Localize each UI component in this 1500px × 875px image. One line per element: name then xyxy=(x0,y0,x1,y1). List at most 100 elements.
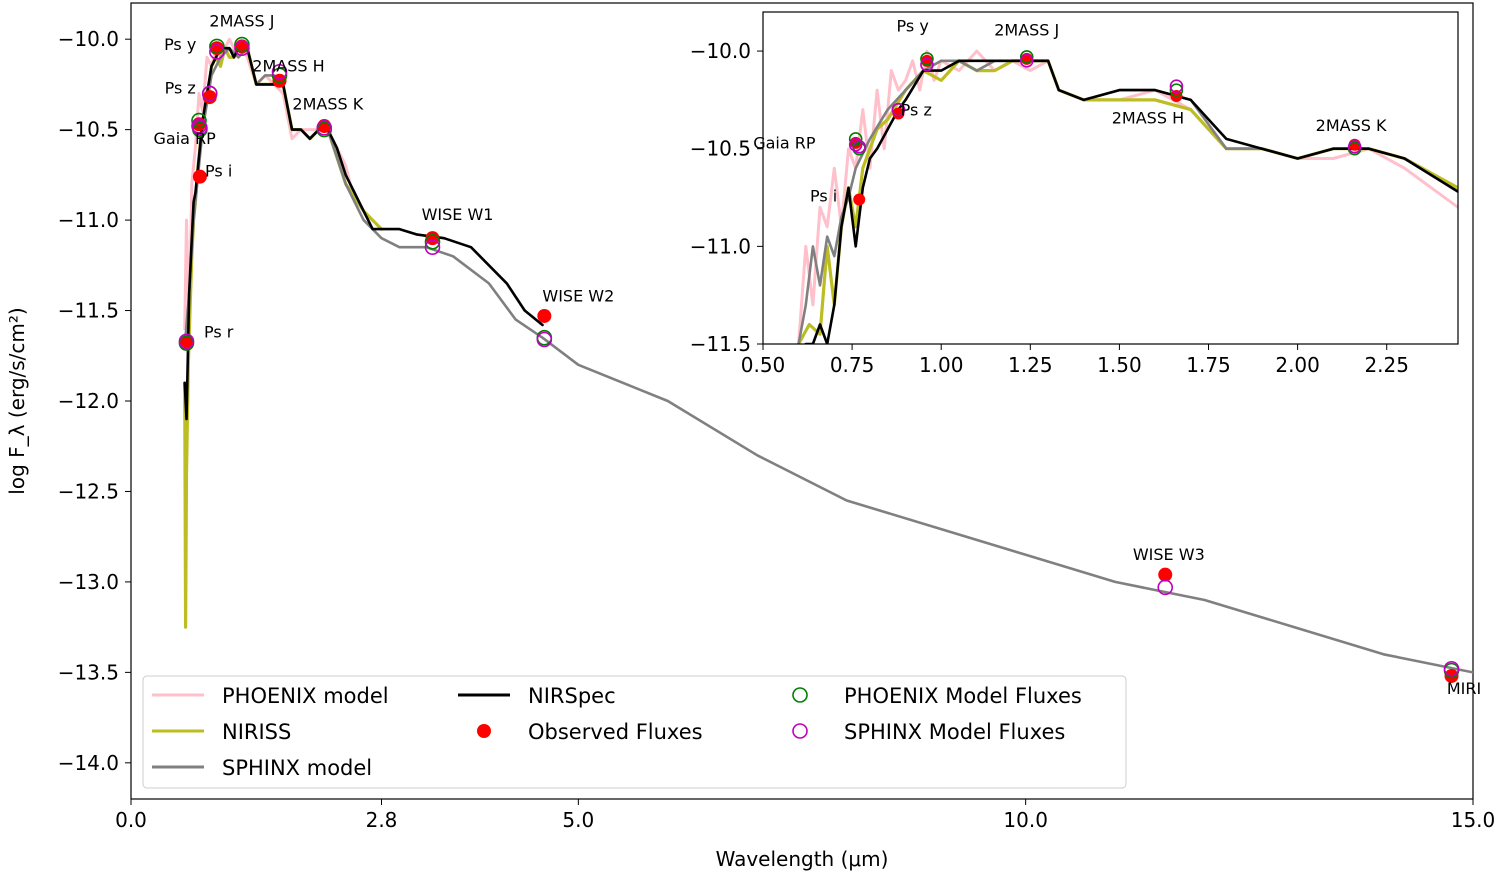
main-x-tick-label: 10.0 xyxy=(1003,808,1048,832)
inset-y-tick-label: −11.5 xyxy=(690,332,751,356)
main-y-tick-label: −12.0 xyxy=(58,389,119,413)
main-sphinx-flux-point xyxy=(316,120,333,136)
legend: PHOENIX model NIRISS SPHINX model NIRSpec Ob… xyxy=(142,675,1127,789)
main-phoenix-flux-point xyxy=(234,36,250,53)
main-phoenix-flux-point xyxy=(209,38,225,55)
main-sphinx-flux-point xyxy=(192,120,208,136)
inset-sphinx-flux-point xyxy=(920,57,934,72)
y-axis-label: log F_λ (erg/s/cm²) xyxy=(5,307,29,494)
main-annotation: WISE W2 xyxy=(542,287,614,306)
inset-y-tick-label: −10.5 xyxy=(690,137,751,161)
inset-observed-flux-point xyxy=(800,373,812,385)
main-observed-flux-point xyxy=(537,308,552,323)
inset-phoenix-flux-point xyxy=(920,52,934,66)
legend-frame xyxy=(142,675,1127,789)
main-annotation: Ps z xyxy=(165,78,196,97)
main-phoenix-flux-point xyxy=(424,234,441,250)
main-annotation: MIRI xyxy=(1447,679,1481,698)
legend-label: SPHINX model xyxy=(222,756,372,780)
legend-swatch xyxy=(477,724,491,738)
inset-observed-flux-point xyxy=(892,107,905,120)
main-annotation: 2MASS J xyxy=(209,12,274,31)
inset-series-sphinx-model xyxy=(797,59,1458,344)
inset-sphinx-flux-point xyxy=(800,371,812,383)
x-axis-label: Wavelength (μm) xyxy=(716,847,889,871)
main-sphinx-flux-point xyxy=(1157,579,1174,596)
inset-y-tick-label: −11.0 xyxy=(690,234,751,258)
main-y-tick-label: −13.5 xyxy=(58,660,119,684)
inset-frame xyxy=(762,11,1459,345)
inset-sphinx-flux-point xyxy=(1347,139,1362,154)
legend-label: NIRISS xyxy=(222,720,291,744)
inset-sphinx-flux-point xyxy=(1019,54,1034,68)
legend-label: PHOENIX model xyxy=(222,684,389,708)
legend-label: SPHINX Model Fluxes xyxy=(844,720,1065,744)
inset-annotation: 2MASS J xyxy=(994,20,1059,39)
inset-phoenix-flux-point xyxy=(1019,50,1034,64)
inset-x-tick-label: 2.25 xyxy=(1364,353,1409,377)
legend-label: NIRSpec xyxy=(528,684,616,708)
inset-x-tick-label: 1.50 xyxy=(1097,353,1142,377)
main-sphinx-flux-point xyxy=(536,331,553,348)
main-y-tick-label: −14.0 xyxy=(58,751,119,775)
main-observed-flux-point xyxy=(1158,567,1173,582)
main-annotation: WISE W3 xyxy=(1133,545,1205,564)
inset-phoenix-flux-point xyxy=(848,132,863,146)
inset-background xyxy=(763,12,1458,344)
main-sphinx-flux-point xyxy=(1443,660,1460,677)
main-annotation: 2MASS K xyxy=(292,95,363,114)
main-sphinx-flux-point xyxy=(201,85,218,102)
inset-x-tick-label: 1.75 xyxy=(1186,353,1231,377)
inset-x-tick-label: 1.00 xyxy=(919,353,964,377)
inset-x-tick-label: 2.00 xyxy=(1275,353,1320,377)
main-annotation: WISE W1 xyxy=(422,205,494,224)
main-annotation: 2MASS H xyxy=(252,57,324,76)
inset-x-tick-label: 0.75 xyxy=(830,353,875,377)
main-y-tick-label: −10.5 xyxy=(58,118,119,142)
inset-phoenix-flux-point xyxy=(1169,83,1184,97)
main-y-tick-label: −13.0 xyxy=(58,570,119,594)
inset-annotation: Ps y xyxy=(897,17,929,36)
main-sphinx-flux-point xyxy=(209,44,225,60)
main-annotation: Gaia RP xyxy=(154,129,217,148)
main-series-nirspec xyxy=(183,46,544,421)
main-sphinx-flux-point xyxy=(178,333,195,350)
legend-swatch xyxy=(792,687,808,703)
main-phoenix-flux-point xyxy=(191,112,207,129)
inset-sphinx-flux-point xyxy=(891,102,906,117)
main-phoenix-flux-point xyxy=(271,67,288,84)
inset-annotation: Ps i xyxy=(810,186,837,205)
legend-swatch xyxy=(792,723,808,739)
inset-x-tick-label: 0.50 xyxy=(741,353,786,377)
main-y-tick-label: −11.5 xyxy=(58,299,119,323)
main-observed-flux-point xyxy=(192,169,207,184)
inset-annotation: 2MASS H xyxy=(1112,108,1184,127)
main-x-tick-label: 15.0 xyxy=(1451,808,1496,832)
inset-sphinx-flux-point xyxy=(852,139,867,154)
main-x-tick-label: 5.0 xyxy=(562,808,594,832)
inset-sphinx-flux-point xyxy=(1169,79,1184,94)
inset-observed-flux-point xyxy=(853,193,866,206)
main-x-tick-label: 0.0 xyxy=(115,808,147,832)
inset-annotation: 2MASS K xyxy=(1316,116,1387,135)
main-annotation: Ps y xyxy=(164,35,196,54)
main-sphinx-flux-point xyxy=(271,63,288,80)
main-y-tick-label: −11.0 xyxy=(58,208,119,232)
inset-phoenix-flux-point xyxy=(800,373,812,385)
inset-annotation: Ps z xyxy=(901,101,932,120)
legend-label: PHOENIX Model Fluxes xyxy=(844,684,1082,708)
inset-series-nirspec xyxy=(804,59,1458,344)
legend-label: Observed Fluxes xyxy=(528,720,703,744)
inset-x-tick-label: 1.25 xyxy=(1008,353,1053,377)
main-observed-flux-point xyxy=(202,90,217,105)
main-sphinx-flux-point xyxy=(424,239,441,256)
main-x-tick-label: 2.8 xyxy=(366,808,398,832)
main-annotation: Ps r xyxy=(204,323,234,342)
main-y-tick-label: −10.0 xyxy=(58,27,119,51)
main-y-tick-label: −12.5 xyxy=(58,479,119,503)
inset-annotation: Gaia RP xyxy=(753,134,816,153)
main-plot: 0.0 2.8 5.0 10.0 15.0 −14.0 −13.5 −13.0 −12.5 −1… xyxy=(5,2,1496,871)
main-sphinx-flux-point xyxy=(234,40,250,57)
inset-y-tick-label: −10.0 xyxy=(690,39,751,63)
